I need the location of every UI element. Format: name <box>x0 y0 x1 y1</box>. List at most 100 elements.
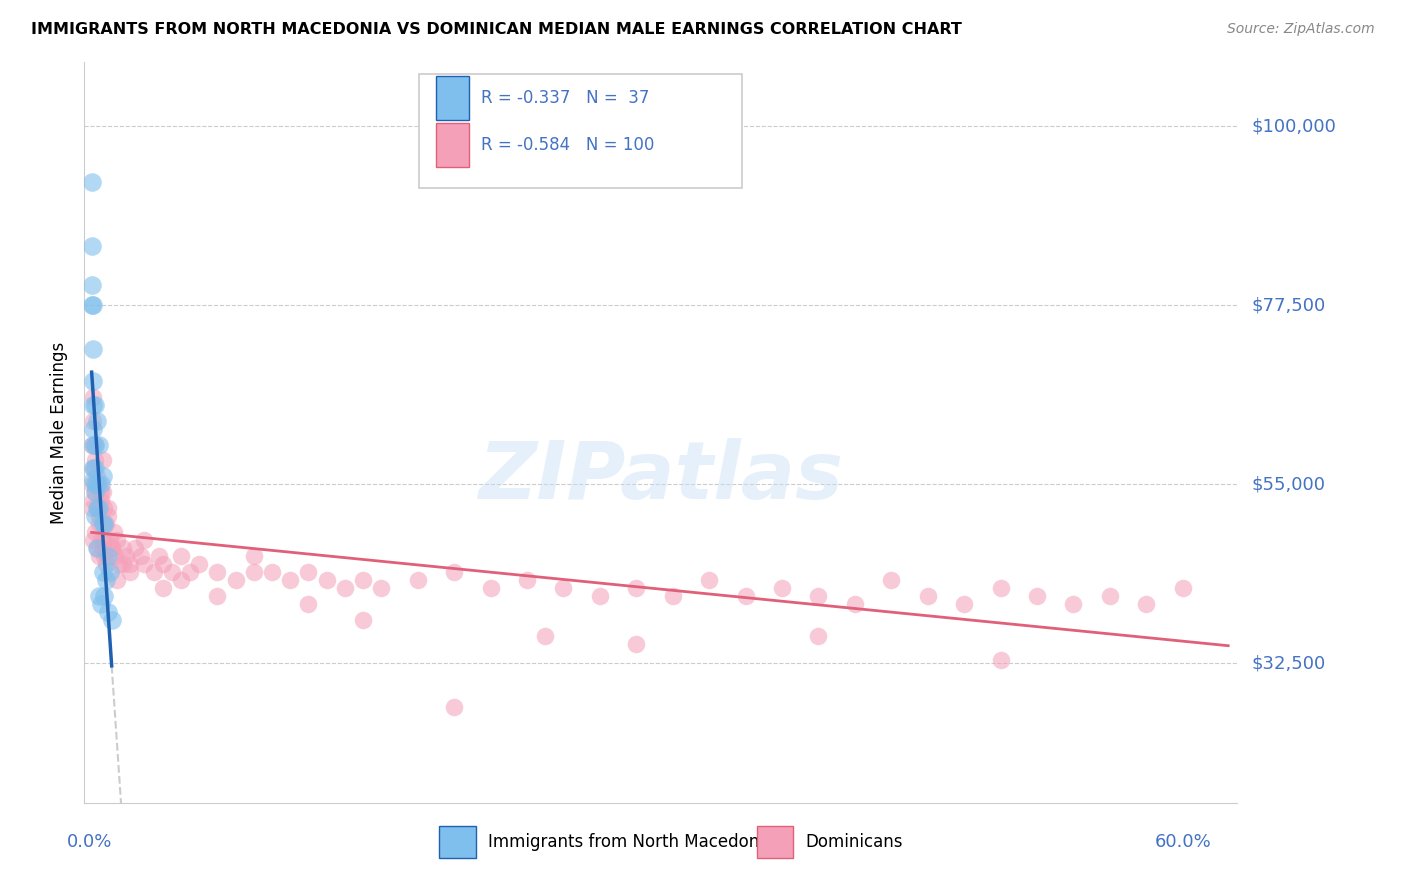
Point <box>697 573 720 587</box>
Text: Dominicans: Dominicans <box>806 833 903 851</box>
Point <box>129 549 152 563</box>
Point <box>105 533 128 547</box>
Point <box>333 581 356 595</box>
Point <box>225 573 247 587</box>
Point <box>626 581 648 595</box>
Point <box>534 629 557 643</box>
Point <box>1026 589 1049 603</box>
Point <box>86 477 108 491</box>
Text: 0.0%: 0.0% <box>67 833 112 851</box>
Point <box>170 573 193 587</box>
FancyBboxPatch shape <box>756 827 793 857</box>
Point <box>278 573 301 587</box>
Point <box>807 589 830 603</box>
Point <box>90 493 112 508</box>
Point <box>80 175 103 189</box>
Point <box>142 565 165 579</box>
Point <box>82 533 104 547</box>
Point <box>100 541 122 555</box>
Point <box>100 613 122 627</box>
Point <box>91 541 114 555</box>
Text: Immigrants from North Macedonia: Immigrants from North Macedonia <box>488 833 773 851</box>
Point <box>93 589 115 603</box>
Point <box>96 573 118 587</box>
Point <box>207 589 229 603</box>
Point <box>91 565 114 579</box>
Point <box>82 342 104 356</box>
Point <box>97 509 120 524</box>
Point <box>84 485 107 500</box>
Point <box>108 557 131 571</box>
Point <box>91 517 114 532</box>
Point <box>134 557 156 571</box>
Point <box>160 565 183 579</box>
Point <box>98 565 121 579</box>
Point <box>260 565 283 579</box>
Text: $55,000: $55,000 <box>1251 475 1326 493</box>
Point <box>86 414 108 428</box>
Point <box>443 565 465 579</box>
Text: R = -0.584   N = 100: R = -0.584 N = 100 <box>481 136 654 154</box>
Point <box>406 573 429 587</box>
Point <box>86 477 108 491</box>
Point <box>370 581 392 595</box>
Point <box>953 597 976 611</box>
Text: ZIPatlas: ZIPatlas <box>478 438 844 516</box>
Point <box>1062 597 1084 611</box>
Y-axis label: Median Male Earnings: Median Male Earnings <box>51 342 69 524</box>
Point <box>86 501 108 516</box>
Point <box>134 533 156 547</box>
Point <box>93 501 115 516</box>
Text: $77,500: $77,500 <box>1251 296 1326 314</box>
Point <box>86 469 108 483</box>
Point <box>82 422 104 436</box>
FancyBboxPatch shape <box>436 123 470 167</box>
Point <box>84 461 107 475</box>
Point <box>207 565 229 579</box>
Point <box>352 613 374 627</box>
Point <box>80 477 103 491</box>
Point <box>82 390 104 404</box>
Point <box>90 533 112 547</box>
Point <box>84 477 107 491</box>
Point <box>82 461 104 475</box>
Point <box>880 573 903 587</box>
Point <box>84 437 107 451</box>
Text: IMMIGRANTS FROM NORTH MACEDONIA VS DOMINICAN MEDIAN MALE EARNINGS CORRELATION CH: IMMIGRANTS FROM NORTH MACEDONIA VS DOMIN… <box>31 22 962 37</box>
Point <box>86 501 108 516</box>
Point <box>82 374 104 388</box>
Point <box>479 581 502 595</box>
Point <box>807 629 830 643</box>
Point <box>87 477 110 491</box>
Point <box>990 581 1012 595</box>
Point <box>84 485 107 500</box>
Point <box>148 549 170 563</box>
Point <box>179 565 201 579</box>
Point <box>87 549 110 563</box>
Point <box>93 533 115 547</box>
Point <box>111 541 134 555</box>
Point <box>297 597 319 611</box>
Text: Source: ZipAtlas.com: Source: ZipAtlas.com <box>1227 22 1375 37</box>
Point <box>86 541 108 555</box>
Point <box>80 298 103 312</box>
Point <box>105 573 128 587</box>
Point <box>82 437 104 451</box>
Point <box>97 501 120 516</box>
Point <box>990 652 1012 666</box>
Point <box>97 605 120 619</box>
Point <box>82 493 104 508</box>
Point <box>82 474 104 488</box>
Point <box>661 589 683 603</box>
Point <box>315 573 337 587</box>
Point <box>82 298 104 312</box>
Point <box>87 501 110 516</box>
Point <box>917 589 939 603</box>
Point <box>111 557 134 571</box>
Point <box>80 437 103 451</box>
FancyBboxPatch shape <box>436 76 470 120</box>
Point <box>118 557 141 571</box>
Point <box>91 469 114 483</box>
Point <box>87 589 110 603</box>
Point <box>152 581 174 595</box>
